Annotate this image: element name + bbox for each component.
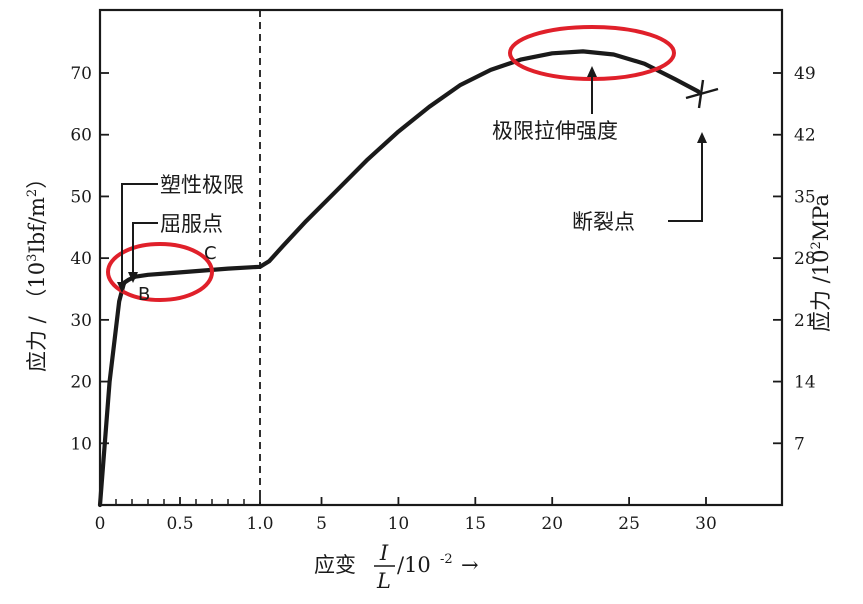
x-axis-label-exponent: -2 <box>440 552 453 567</box>
right-y-tick-label: 49 <box>794 64 816 84</box>
x-tick-label: 0.5 <box>166 514 193 534</box>
left-y-tick-label: 40 <box>70 249 92 269</box>
x-tick-label: 5 <box>316 514 327 534</box>
left-y-tick-label: 70 <box>70 64 92 84</box>
x-tick-label: 10 <box>388 514 410 534</box>
point-c-label: C <box>204 243 217 264</box>
fracture-point-label: 断裂点 <box>572 210 635 234</box>
proportional-limit-label: 塑性极限 <box>160 173 244 197</box>
left-y-axis-ticks: 10 20 30 40 50 60 70 <box>70 64 109 454</box>
right-y-tick-label: 42 <box>794 126 816 146</box>
right-y-tick-label: 14 <box>794 373 816 393</box>
x-tick-label: 20 <box>541 514 563 534</box>
left-y-tick-label: 20 <box>70 373 92 393</box>
x-axis-denominator: L <box>376 569 391 593</box>
x-axis-minor-ticks <box>115 499 245 505</box>
right-y-tick-label: 28 <box>794 249 816 269</box>
left-y-axis-title: 应力 / （103Ibf/m2） <box>25 168 49 372</box>
right-y-axis-title: 应力 /102MPa <box>809 194 833 332</box>
x-axis-numerator: I <box>379 541 389 565</box>
x-axis-label-suffix: /10 <box>397 553 431 577</box>
right-y-tick-label: 21 <box>794 311 816 331</box>
x-tick-label: 15 <box>464 514 486 534</box>
right-y-axis-ticks: 7 14 21 28 35 42 49 <box>773 64 816 454</box>
x-tick-label: 25 <box>618 514 640 534</box>
x-axis-arrow: → <box>461 553 479 577</box>
point-b-label: B <box>138 284 150 305</box>
yield-point-label: 屈服点 <box>160 212 223 236</box>
yield-region-highlight <box>106 242 214 302</box>
left-y-tick-label: 60 <box>70 126 92 146</box>
x-tick-label: 0 <box>95 514 106 534</box>
fracture-mark <box>685 79 719 109</box>
x-axis-ticks: 0 0.5 1.0 5 10 15 20 25 30 <box>95 497 717 534</box>
ultimate-strength-label: 极限拉伸强度 <box>492 119 618 143</box>
left-y-tick-label: 50 <box>70 187 92 207</box>
x-tick-label: 30 <box>695 514 717 534</box>
x-axis-label-prefix: 应变 <box>314 553 356 577</box>
annotation-leaders <box>121 74 703 282</box>
stress-strain-curve <box>97 49 701 508</box>
right-y-tick-label: 7 <box>794 434 805 454</box>
right-y-tick-label: 35 <box>794 187 816 207</box>
x-tick-label: 1.0 <box>246 514 273 534</box>
x-axis-title: 应变 I L /10 -2 → <box>314 541 479 593</box>
left-y-tick-label: 30 <box>70 311 92 331</box>
left-y-tick-label: 10 <box>70 434 92 454</box>
annotation-arrowheads <box>117 66 707 293</box>
